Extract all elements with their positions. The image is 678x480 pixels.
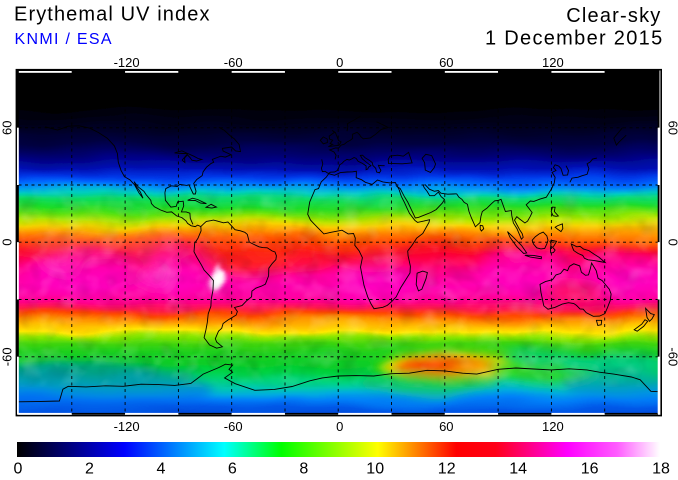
- svg-text:120: 120: [542, 55, 564, 70]
- svg-text:14: 14: [509, 461, 527, 478]
- svg-text:60: 60: [439, 55, 453, 70]
- svg-text:4: 4: [156, 461, 165, 478]
- svg-text:1 December 2015: 1 December 2015: [485, 28, 663, 50]
- svg-text:0: 0: [336, 55, 343, 70]
- svg-text:-120: -120: [114, 419, 140, 434]
- svg-text:120: 120: [542, 419, 564, 434]
- svg-text:KNMI / ESA: KNMI / ESA: [15, 31, 113, 48]
- svg-text:-60: -60: [0, 347, 15, 366]
- svg-text:60: 60: [666, 121, 678, 135]
- svg-text:-60: -60: [224, 55, 243, 70]
- svg-text:0: 0: [336, 419, 343, 434]
- svg-text:0: 0: [14, 461, 23, 478]
- svg-text:0: 0: [0, 239, 15, 246]
- svg-text:2: 2: [85, 461, 94, 478]
- svg-text:0: 0: [666, 239, 678, 246]
- svg-text:60: 60: [0, 121, 15, 135]
- svg-text:-60: -60: [666, 347, 678, 366]
- svg-text:6: 6: [228, 461, 237, 478]
- svg-text:16: 16: [581, 461, 599, 478]
- svg-text:-120: -120: [114, 55, 140, 70]
- svg-text:18: 18: [652, 461, 670, 478]
- svg-text:-60: -60: [224, 419, 243, 434]
- svg-text:Clear-sky: Clear-sky: [566, 5, 661, 27]
- svg-text:60: 60: [439, 419, 453, 434]
- svg-text:Erythemal UV index: Erythemal UV index: [14, 4, 211, 26]
- svg-text:8: 8: [299, 461, 308, 478]
- svg-text:10: 10: [366, 461, 384, 478]
- svg-text:12: 12: [438, 461, 456, 478]
